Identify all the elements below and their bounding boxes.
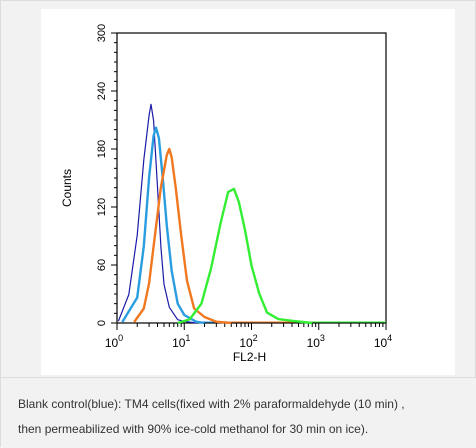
x-tick-label: 101	[172, 333, 190, 350]
series-curve-2	[121, 126, 205, 325]
y-axis-label: Counts	[60, 169, 74, 207]
series-curve-4	[177, 187, 313, 325]
y-tick-label: 120	[96, 198, 108, 216]
x-tick-label: 100	[105, 333, 123, 350]
y-tick-label: 60	[96, 259, 108, 271]
x-tick-label: 103	[307, 333, 325, 350]
y-tick-label: 300	[96, 24, 108, 42]
y-tick-label: 240	[96, 82, 108, 100]
series-curve-3	[133, 147, 232, 325]
x-axis-label: FL2-H	[233, 350, 266, 364]
flow-cytometry-histogram: 0 60 120 180 240 300 100 101 102 103 104 Counts F…	[60, 24, 392, 364]
y-tick-label: 180	[96, 140, 108, 158]
caption-line-1: Blank control(blue): TM4 cells(fixed wit…	[18, 397, 405, 411]
series-curve-1	[117, 103, 197, 324]
x-tick-label: 102	[239, 333, 257, 350]
y-tick-label: 0	[96, 320, 108, 326]
caption-line-2: then permeabilized with 90% ice-cold met…	[18, 422, 369, 436]
x-tick-label: 104	[374, 333, 392, 350]
histogram-figure: 0 60 120 180 240 300 100 101 102 103 104 Counts F…	[41, 9, 455, 375]
figure-caption: Blank control(blue): TM4 cells(fixed wit…	[1, 377, 476, 448]
